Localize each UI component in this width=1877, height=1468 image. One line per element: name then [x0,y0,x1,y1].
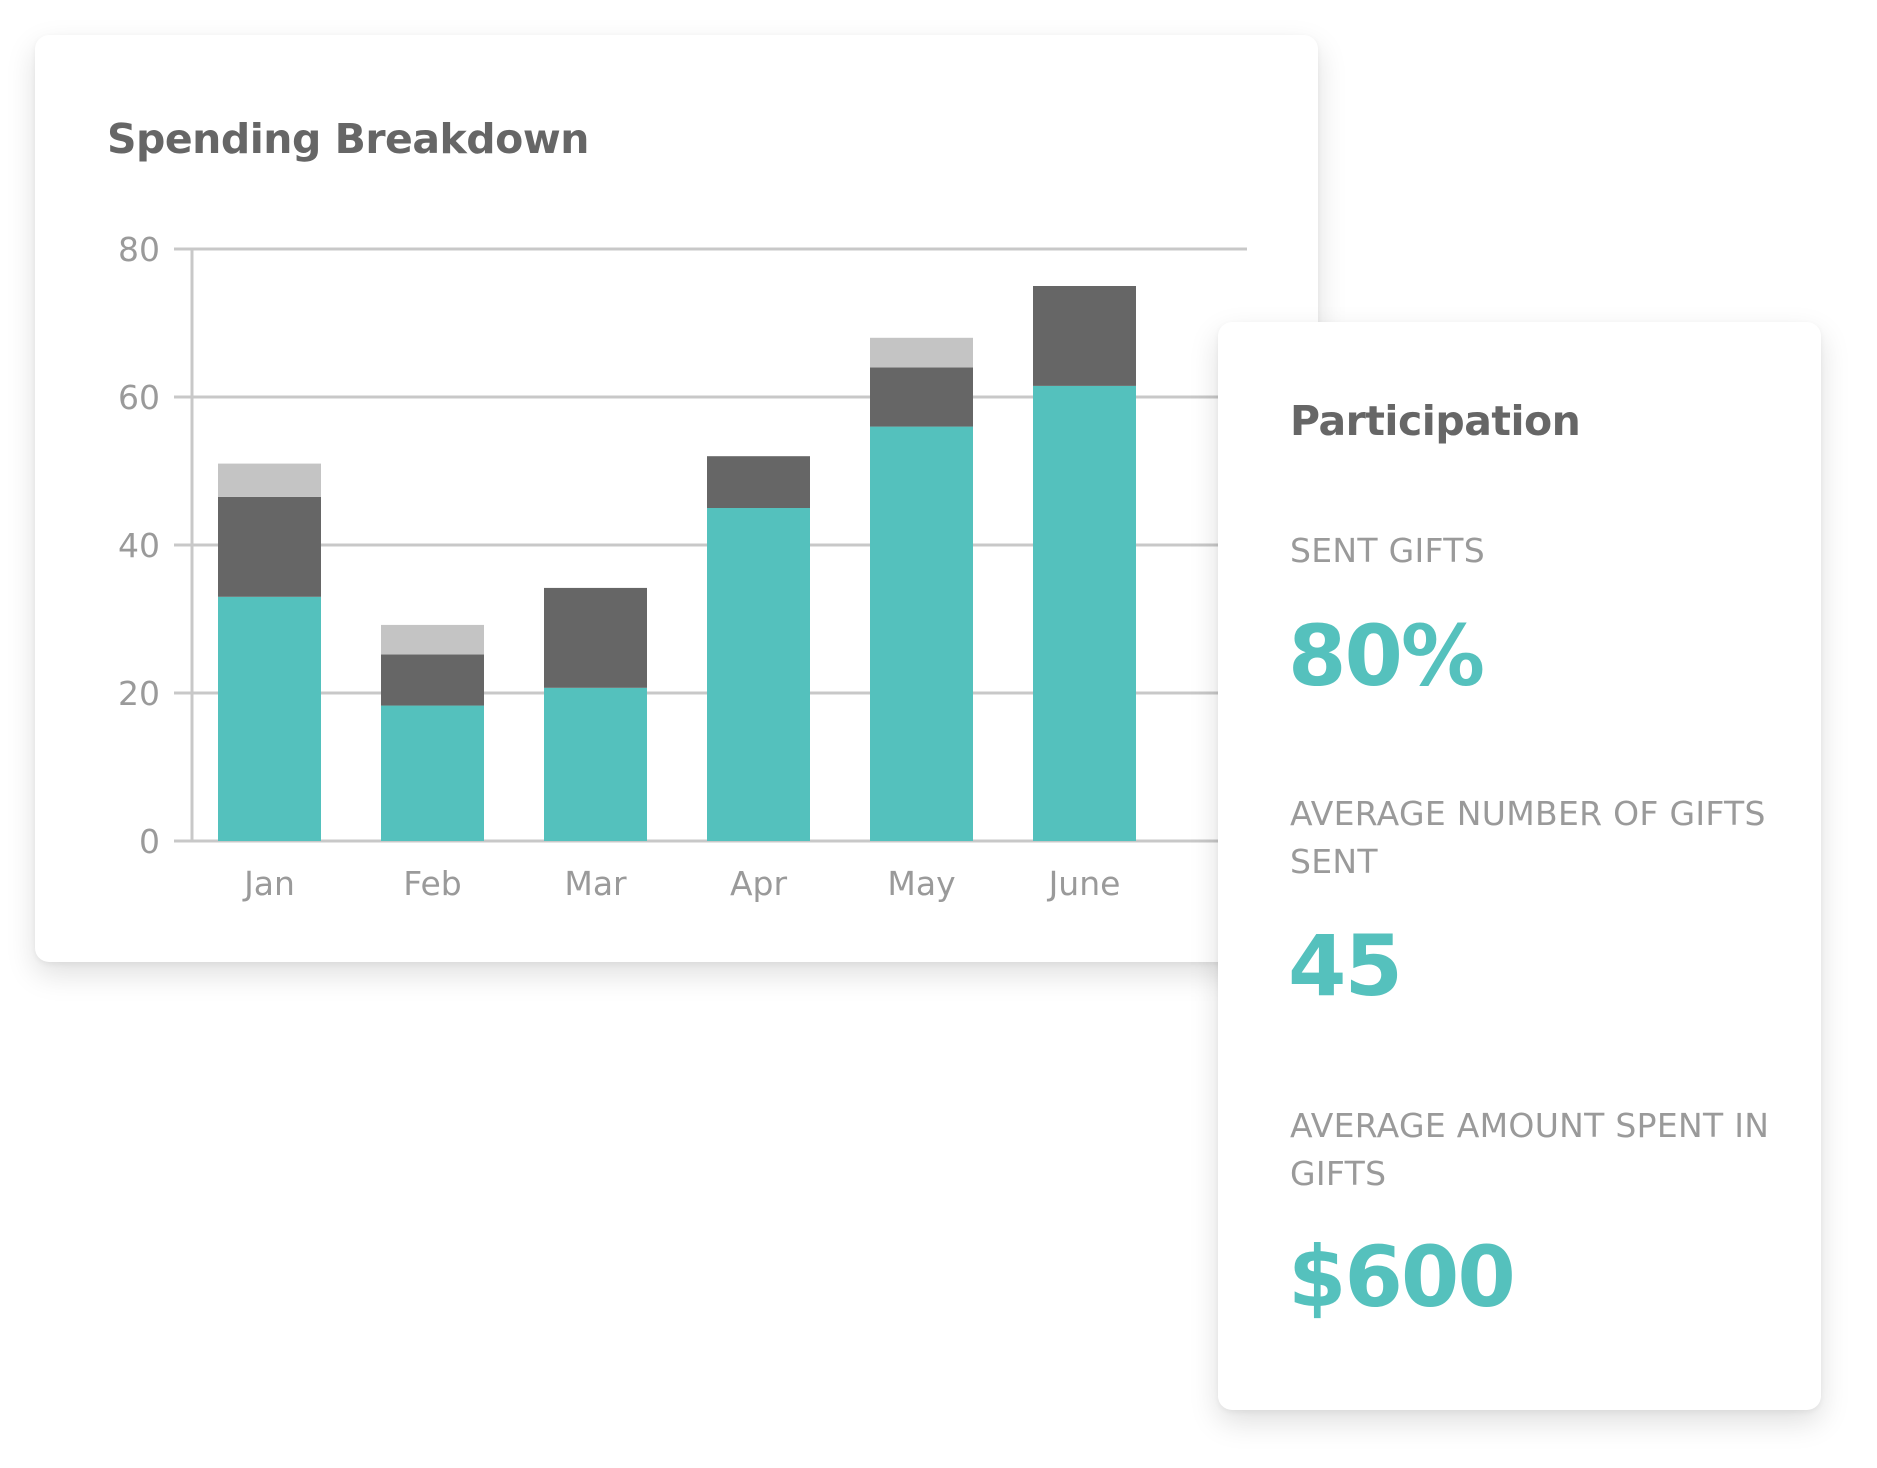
avg-gifts-sent-value: 45 [1288,917,1403,1015]
spending-breakdown-title: Spending Breakdown [107,115,589,163]
spending-breakdown-card: Spending Breakdown 0 20 40 60 80 Jan Feb Mar Apr… [35,35,1318,962]
bar-segment[interactable] [381,624,484,655]
participation-title: Participation [1290,397,1581,445]
bar-segment[interactable] [707,508,810,841]
bar-segment[interactable] [870,426,973,841]
sent-gifts-value: 80% [1288,607,1485,705]
bar-segment[interactable] [1033,286,1136,386]
bar-segment[interactable] [544,587,647,688]
x-tick-label: Jan [242,864,295,903]
avg-gifts-sent-label: AVERAGE NUMBER OF GIFTS SENT [1290,794,1766,881]
avg-amount-spent-label: AVERAGE AMOUNT SPENT IN GIFTS [1290,1106,1770,1193]
participation-card: Participation SENT GIFTS 80% AVERAGE NUM… [1218,322,1821,1410]
y-tick-label: 40 [118,526,160,565]
bar-segment[interactable] [218,463,321,497]
bar-segment[interactable] [218,496,321,597]
bar-segment[interactable] [544,687,647,841]
bar-segment[interactable] [870,337,973,368]
sent-gifts-label: SENT GIFTS [1290,531,1485,570]
x-tick-label: June [1047,864,1121,903]
y-tick-label: 60 [118,378,160,417]
y-tick-label: 0 [139,822,160,861]
bar-segment[interactable] [381,654,484,706]
bar-segment[interactable] [707,456,810,508]
stacked-bar-chart: 0 20 40 60 80 Jan Feb Mar Apr May June [118,230,1247,903]
bar-segment[interactable] [218,596,321,841]
bar-segment[interactable] [1033,385,1136,841]
y-tick-label: 80 [118,230,160,269]
x-tick-label: Apr [730,864,788,903]
x-tick-label: Feb [403,864,461,903]
avg-amount-spent-value: $600 [1288,1228,1516,1326]
bar-segment[interactable] [381,705,484,841]
x-tick-label: Mar [564,864,627,903]
x-tick-label: May [887,864,955,903]
y-tick-label: 20 [118,674,160,713]
bar-segment[interactable] [870,367,973,427]
